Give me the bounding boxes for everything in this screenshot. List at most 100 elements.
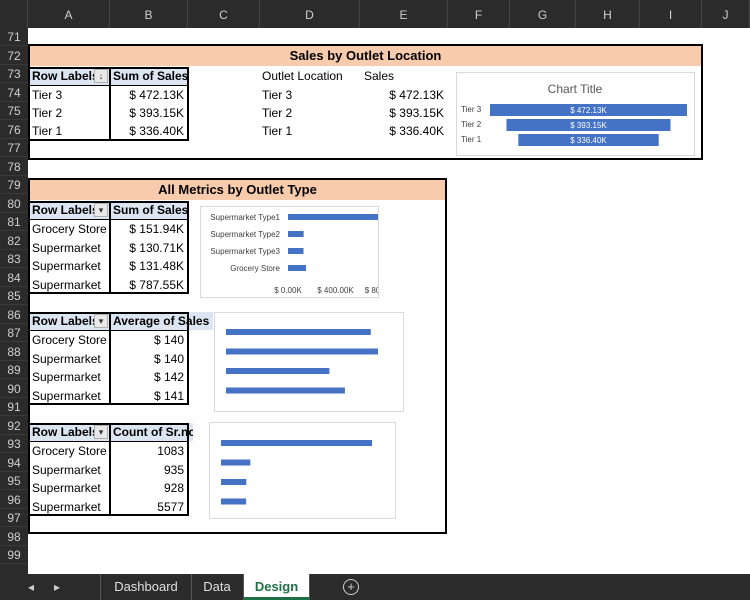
row-header[interactable]: 92 xyxy=(0,417,28,435)
column-header[interactable]: E xyxy=(360,0,448,28)
chart-sales-by-tier[interactable]: Chart Title Tier 3 $ 472.13K Tier 2 $ 393.15… xyxy=(456,72,695,156)
column-header[interactable]: C xyxy=(188,0,260,28)
chart-bar[interactable] xyxy=(506,119,671,131)
row-header[interactable]: 99 xyxy=(0,546,28,564)
chart-bar[interactable] xyxy=(288,214,382,220)
pivot-row-value[interactable]: $ 141 xyxy=(153,388,184,403)
row-header[interactable]: 78 xyxy=(0,158,28,176)
pivot-row-value[interactable]: $ 130.71K xyxy=(129,240,184,255)
chart-bar[interactable] xyxy=(226,329,371,335)
chart-sum-by-type[interactable]: Supermarket Type1 Supermarket Type2 Superm… xyxy=(200,206,402,298)
row-header[interactable]: 83 xyxy=(0,250,28,268)
pivot-header-row-labels[interactable]: Row Labels xyxy=(30,423,109,441)
row-header[interactable]: 97 xyxy=(0,509,28,527)
column-header[interactable]: J xyxy=(702,0,750,28)
row-header[interactable]: 93 xyxy=(0,435,28,453)
filter-dropdown-button[interactable]: ▾ xyxy=(94,425,108,439)
row-header[interactable]: 77 xyxy=(0,139,28,157)
row-header[interactable]: 82 xyxy=(0,232,28,250)
row-header[interactable]: 88 xyxy=(0,343,28,361)
table-row-value[interactable]: $ 472.13K xyxy=(389,88,444,102)
chart-bar[interactable] xyxy=(221,498,247,505)
row-header[interactable]: 91 xyxy=(0,398,28,416)
pivot-row-value[interactable]: 935 xyxy=(163,462,184,477)
pivot-row-value[interactable]: $ 472.13K xyxy=(129,88,184,102)
pivot-row-value[interactable]: $ 151.94K xyxy=(129,222,184,236)
pivot-row-value[interactable]: $ 336.40K xyxy=(129,124,184,138)
row-header[interactable]: 87 xyxy=(0,324,28,342)
pivot-row-value[interactable]: $ 140 xyxy=(153,333,184,347)
pivot-row-label[interactable]: Supermarket xyxy=(32,481,101,495)
pivot-row-label[interactable]: Tier 2 xyxy=(32,106,63,120)
column-header[interactable]: D xyxy=(260,0,360,28)
chart-count-by-type[interactable] xyxy=(209,422,396,519)
pivot-row-value[interactable]: $ 393.15K xyxy=(129,106,184,120)
pivot-row-label[interactable]: Tier 1 xyxy=(32,124,63,138)
pivot-row-value[interactable]: $ 142 xyxy=(153,370,184,384)
chart-average-by-type[interactable] xyxy=(214,312,404,412)
pivot-row-label[interactable]: Grocery Store xyxy=(32,444,107,458)
chart-bar[interactable] xyxy=(288,265,307,271)
tab-data[interactable]: Data xyxy=(191,574,244,600)
filter-dropdown-button[interactable]: ▾ xyxy=(94,203,108,217)
chart-bar[interactable] xyxy=(226,348,378,355)
row-header[interactable]: 71 xyxy=(0,28,28,46)
pivot-row-value[interactable]: 5577 xyxy=(157,499,184,514)
pivot-row-label[interactable]: Tier 3 xyxy=(32,88,63,102)
chart-bar[interactable] xyxy=(226,387,345,394)
chart-bar[interactable] xyxy=(288,231,304,237)
chart-bar[interactable] xyxy=(518,134,659,146)
pivot-row-label[interactable]: Supermarket xyxy=(32,499,101,514)
filter-dropdown-button[interactable]: ▾ xyxy=(94,314,108,328)
pivot-row-value[interactable]: $ 140 xyxy=(153,351,184,366)
pivot-row-label[interactable]: Grocery Store xyxy=(32,222,107,236)
row-header[interactable]: 84 xyxy=(0,269,28,287)
row-header[interactable]: 89 xyxy=(0,361,28,379)
row-header[interactable]: 74 xyxy=(0,84,28,102)
add-sheet-button[interactable]: + xyxy=(343,579,359,595)
table-header-location[interactable]: Outlet Location xyxy=(262,69,343,83)
tab-scroll-next-button[interactable]: ▸ xyxy=(53,580,61,594)
pivot-row-value[interactable]: 928 xyxy=(163,481,184,495)
column-header[interactable]: A xyxy=(28,0,110,28)
pivot-row-value[interactable]: $ 131.48K xyxy=(129,259,184,273)
table-row-label[interactable]: Tier 2 xyxy=(262,106,293,120)
select-all-corner[interactable] xyxy=(0,0,28,28)
chart-bar[interactable] xyxy=(221,479,247,485)
tab-scroll-prev-button[interactable]: ◂ xyxy=(27,580,35,594)
pivot-header-row-labels[interactable]: Row Labels xyxy=(30,312,109,330)
row-header[interactable]: 90 xyxy=(0,380,28,398)
column-header[interactable]: F xyxy=(448,0,510,28)
column-header[interactable]: B xyxy=(110,0,188,28)
column-header[interactable]: I xyxy=(640,0,702,28)
row-header[interactable]: 79 xyxy=(0,176,28,194)
row-header[interactable]: 95 xyxy=(0,472,28,490)
row-header[interactable]: 85 xyxy=(0,287,28,305)
row-header[interactable]: 81 xyxy=(0,213,28,231)
chart-bar[interactable] xyxy=(221,440,372,446)
row-header[interactable]: 94 xyxy=(0,454,28,472)
pivot-row-label[interactable]: Supermarket xyxy=(32,277,101,292)
pivot-row-label[interactable]: Supermarket xyxy=(32,462,101,477)
tab-dashboard[interactable]: Dashboard xyxy=(100,574,192,600)
table-header-sales[interactable]: Sales xyxy=(364,69,395,83)
row-header[interactable]: 72 xyxy=(0,47,28,65)
table-row-label[interactable]: Tier 1 xyxy=(262,124,293,138)
table-row-value[interactable]: $ 336.40K xyxy=(389,124,444,138)
pivot-header-row-labels[interactable]: Row Labels xyxy=(30,201,109,219)
chart-bar[interactable] xyxy=(490,104,687,116)
row-header[interactable]: 76 xyxy=(0,121,28,139)
row-header[interactable]: 98 xyxy=(0,528,28,546)
table-row-label[interactable]: Tier 3 xyxy=(262,88,293,102)
sort-filter-button[interactable]: ↓ xyxy=(94,69,108,83)
pivot-header-row-labels[interactable]: Row Labels xyxy=(30,67,111,85)
row-header[interactable]: 80 xyxy=(0,195,28,213)
row-header[interactable]: 86 xyxy=(0,306,28,324)
pivot-row-value[interactable]: $ 787.55K xyxy=(129,277,184,292)
row-header[interactable]: 75 xyxy=(0,102,28,120)
pivot-row-label[interactable]: Supermarket xyxy=(32,240,101,255)
column-header[interactable]: G xyxy=(510,0,576,28)
tab-design[interactable]: Design xyxy=(244,574,310,600)
pivot-row-label[interactable]: Supermarket xyxy=(32,388,101,403)
chart-bar[interactable] xyxy=(288,248,304,254)
